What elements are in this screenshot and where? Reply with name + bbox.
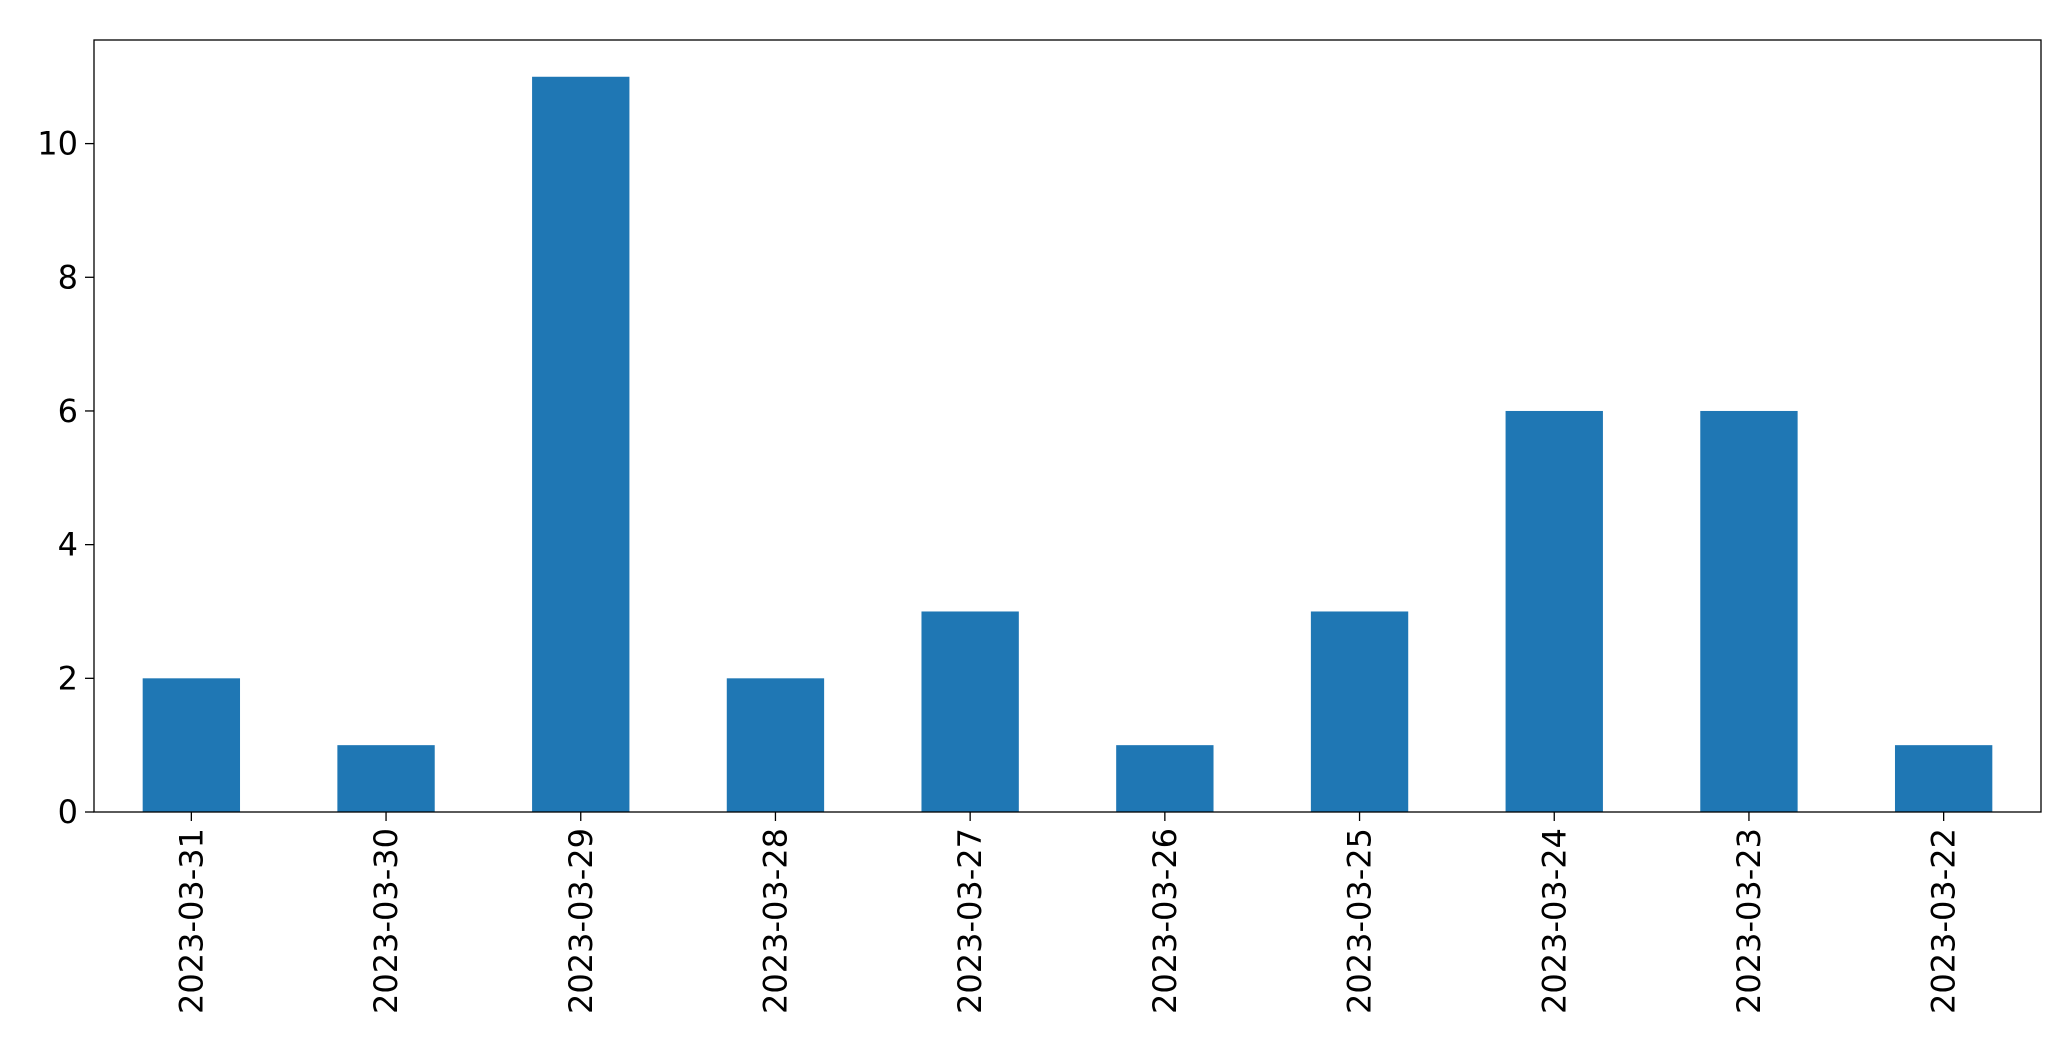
y-tick-label: 4 (58, 526, 78, 564)
x-tick-label: 2023-03-28 (756, 828, 794, 1014)
y-tick-label: 2 (58, 659, 78, 697)
x-tick-label: 2023-03-23 (1730, 828, 1768, 1014)
x-tick-label: 2023-03-30 (367, 828, 405, 1014)
x-tick-label: 2023-03-31 (172, 828, 210, 1014)
x-tick-label: 2023-03-29 (562, 828, 600, 1014)
x-tick-label: 2023-03-24 (1535, 828, 1573, 1014)
x-tick-label: 2023-03-27 (951, 828, 989, 1014)
bar (532, 76, 630, 812)
x-tick-label: 2023-03-22 (1925, 828, 1963, 1014)
x-tick-label: 2023-03-26 (1146, 828, 1184, 1014)
y-tick-label: 0 (58, 793, 78, 831)
bar (1894, 745, 1993, 812)
bar (142, 678, 241, 812)
bar (1700, 410, 1798, 812)
bar (1505, 410, 1603, 812)
y-tick-label: 10 (37, 125, 78, 163)
bar (921, 611, 1019, 812)
x-tick-label: 2023-03-25 (1341, 828, 1379, 1014)
bar (1116, 745, 1214, 812)
bar (1310, 611, 1409, 812)
bar (337, 745, 435, 812)
y-tick-label: 8 (58, 258, 78, 296)
y-tick-label: 6 (58, 392, 78, 430)
bar (726, 678, 825, 812)
plot-frame (93, 39, 2042, 813)
